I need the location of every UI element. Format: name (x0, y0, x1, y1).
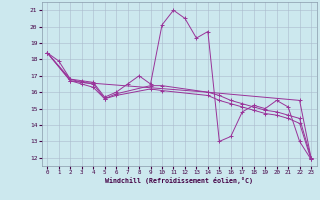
X-axis label: Windchill (Refroidissement éolien,°C): Windchill (Refroidissement éolien,°C) (105, 177, 253, 184)
